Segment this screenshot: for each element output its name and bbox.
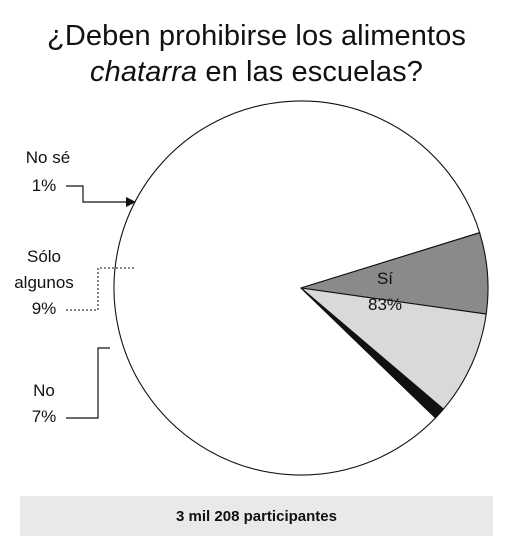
- pie-slice-no-se: [300, 287, 444, 419]
- pie-slice-si: [113, 100, 481, 476]
- leader-line-no-se: [66, 185, 128, 203]
- title-italic-word: chatarra: [90, 56, 198, 88]
- participants-text: 3 mil 208 participantes: [176, 507, 337, 525]
- label-no-name: No: [33, 381, 55, 400]
- title-line-1: ¿Deben prohibirse los alimentos: [47, 20, 466, 52]
- leader-arrow-no-se: [126, 197, 136, 207]
- title-line-2-rest: en las escuelas?: [197, 56, 423, 88]
- pie-slices: [113, 100, 489, 476]
- pie-slice-solo-algunos: [300, 287, 487, 410]
- chart-title: ¿Deben prohibirse los alimentos chatarra…: [0, 18, 513, 90]
- participants-footer: 3 mil 208 participantes: [20, 496, 493, 536]
- label-no-se-pct: 1%: [32, 176, 57, 195]
- label-algunos-pct: 9%: [32, 299, 57, 318]
- leader-line-algunos: [66, 267, 134, 311]
- label-si-name: Sí: [377, 269, 393, 288]
- label-algunos-name-2: algunos: [14, 273, 74, 292]
- title-line-2: chatarra en las escuelas?: [0, 54, 513, 90]
- label-no-pct: 7%: [32, 407, 57, 426]
- label-algunos-name-1: Sólo: [27, 247, 61, 266]
- label-no-se-name: No sé: [26, 148, 70, 167]
- label-si-pct: 83%: [368, 295, 402, 314]
- leader-line-no: [66, 347, 110, 419]
